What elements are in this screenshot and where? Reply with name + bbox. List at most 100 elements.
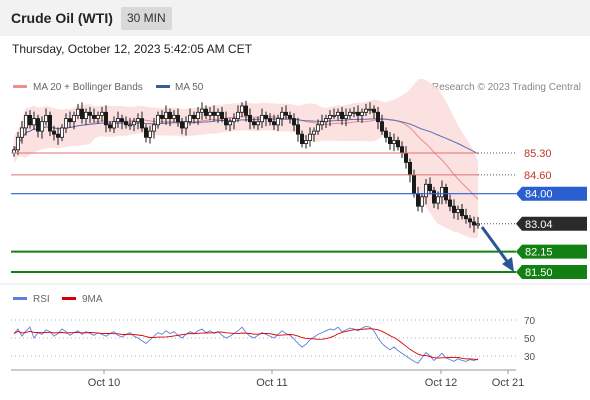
candle	[339, 106, 344, 125]
candle	[92, 108, 97, 123]
candle	[271, 114, 276, 130]
candle	[315, 119, 320, 135]
candle	[267, 113, 272, 126]
candle	[100, 106, 105, 122]
candle	[44, 108, 49, 126]
candle	[387, 132, 392, 150]
candle	[139, 111, 144, 132]
candle	[207, 106, 212, 121]
level-label: 83.04	[525, 219, 553, 231]
candle	[23, 111, 28, 136]
candle	[120, 114, 125, 130]
candle	[427, 177, 432, 195]
price-levels: 85.30 84.60 84.00 83.04 82.15 81.50	[11, 148, 587, 279]
candle	[167, 108, 172, 127]
rsi-level-label: 30	[524, 352, 536, 363]
candle	[283, 105, 288, 120]
rsi-ma-legend-swatch	[62, 297, 76, 300]
candle	[247, 108, 252, 130]
candle	[171, 110, 176, 123]
candle	[311, 127, 316, 142]
candle	[467, 215, 472, 229]
rsi-legend-label: RSI	[33, 294, 50, 305]
candle	[88, 106, 93, 123]
candle	[211, 105, 216, 122]
candle	[299, 130, 304, 148]
candle	[279, 106, 284, 127]
candle	[419, 193, 424, 213]
candle	[295, 117, 300, 142]
candle	[112, 116, 117, 133]
candle	[395, 136, 400, 151]
candle	[407, 158, 412, 183]
candle	[307, 127, 312, 147]
candle	[235, 105, 240, 123]
candle	[303, 135, 308, 149]
candle	[447, 194, 452, 212]
candle	[471, 216, 476, 233]
candle	[32, 111, 37, 130]
x-tick-label: Oct 11	[256, 377, 288, 389]
candle	[195, 106, 200, 125]
candle	[19, 121, 24, 144]
candle	[187, 108, 192, 126]
candle	[227, 117, 232, 132]
candle	[199, 102, 204, 120]
timeframe-badge[interactable]: 30 MIN	[121, 7, 172, 30]
candle	[155, 111, 160, 129]
candle	[243, 100, 248, 122]
candle	[431, 186, 436, 209]
instrument-title: Crude Oil (WTI)	[11, 10, 113, 26]
candle	[52, 125, 57, 141]
candle	[423, 178, 428, 205]
level-label: 85.30	[524, 148, 552, 160]
level-label: 82.15	[525, 247, 553, 259]
candle	[459, 204, 464, 220]
candle	[335, 108, 340, 121]
candle	[215, 108, 220, 123]
candle	[359, 108, 364, 123]
candle	[108, 121, 113, 132]
candle	[96, 111, 101, 124]
candle	[15, 132, 20, 155]
candle	[231, 113, 236, 130]
level-label: 81.50	[525, 267, 553, 279]
candle	[80, 102, 85, 124]
level-pivot: 84.00	[11, 186, 587, 201]
candle	[68, 111, 73, 128]
candle	[291, 113, 296, 132]
rsi-legend-swatch	[13, 297, 27, 300]
candle	[351, 106, 356, 118]
candle	[463, 208, 468, 224]
x-tick-label: Oct 21	[492, 377, 524, 389]
candle	[435, 191, 440, 210]
candle	[287, 111, 292, 124]
candle	[275, 114, 280, 132]
level-resistance: 85.30	[11, 148, 552, 160]
candle	[363, 103, 368, 117]
candle	[263, 111, 268, 127]
candle	[347, 108, 352, 120]
candle	[127, 117, 132, 130]
candle	[223, 111, 228, 130]
candle	[48, 111, 53, 137]
ma20-legend-label: MA 20 + Bollinger Bands	[33, 82, 143, 93]
candle	[72, 111, 77, 130]
candle	[323, 114, 328, 128]
candle	[135, 113, 140, 130]
level-support: 81.50	[11, 265, 587, 279]
candle	[131, 117, 136, 132]
candle	[455, 205, 460, 221]
rsi-ma-legend-label: 9MA	[82, 294, 103, 305]
candle	[104, 105, 109, 133]
rsi-line	[13, 325, 479, 364]
candle	[251, 117, 256, 129]
candle	[331, 108, 336, 120]
level-support: 82.15	[11, 244, 587, 259]
x-tick-label: Oct 12	[425, 377, 457, 389]
candle	[60, 124, 65, 142]
candle	[151, 117, 156, 139]
candle	[439, 180, 444, 205]
